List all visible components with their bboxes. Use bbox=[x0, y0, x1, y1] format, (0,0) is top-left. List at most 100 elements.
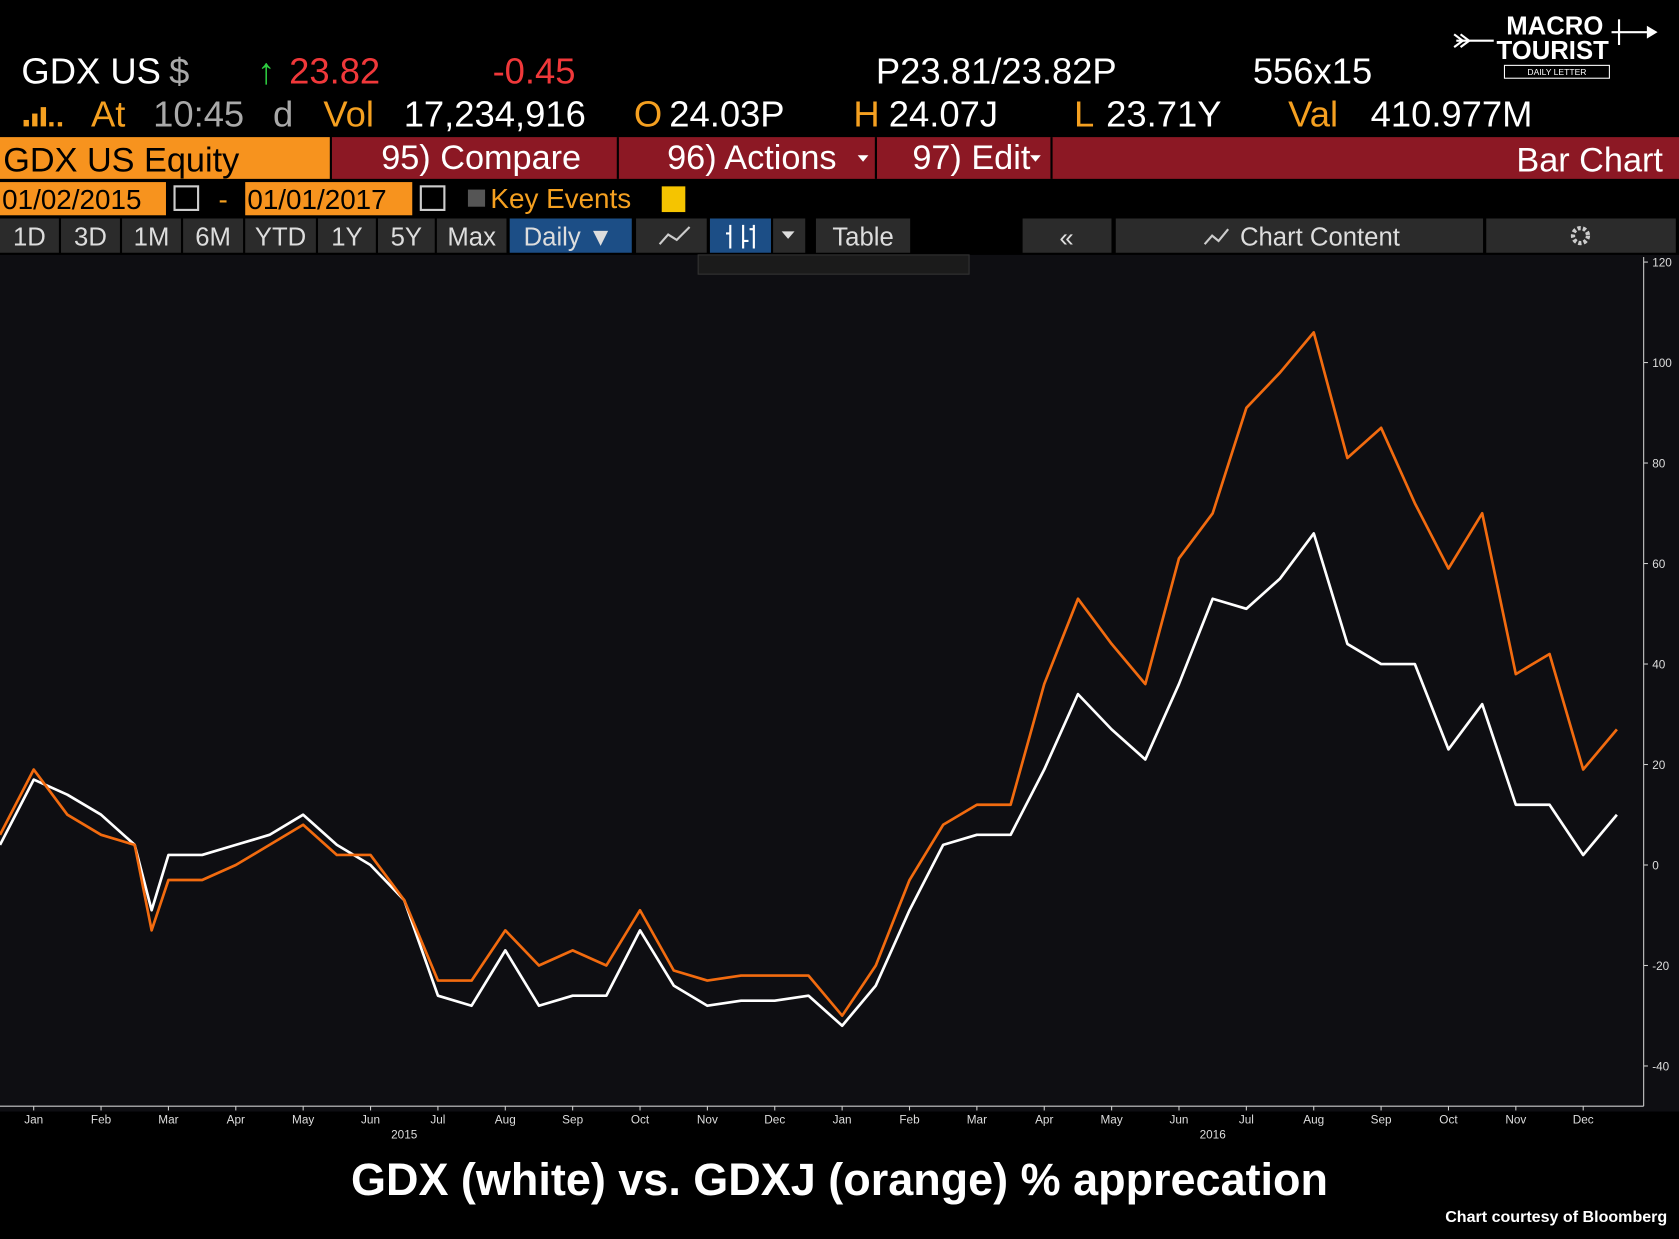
chart-content-button[interactable] bbox=[1115, 218, 1484, 253]
x-tick-label: Apr bbox=[1035, 1113, 1053, 1126]
val-label: Val bbox=[1288, 93, 1338, 134]
y-tick-label: 80 bbox=[1652, 457, 1666, 470]
info-icon[interactable] bbox=[661, 186, 686, 213]
bid-ask-size: 556x15 bbox=[1253, 51, 1372, 92]
x-tick-label: Aug bbox=[495, 1113, 516, 1126]
plot-background bbox=[0, 254, 1679, 1112]
x-tick-label: Sep bbox=[1371, 1113, 1392, 1126]
calendar-icon[interactable] bbox=[173, 185, 200, 211]
start-date[interactable]: 01/02/2015 bbox=[2, 184, 141, 215]
period-button[interactable] bbox=[122, 218, 181, 253]
period[interactable]: 1M bbox=[134, 223, 170, 251]
compare-menu[interactable]: 95) Compare bbox=[381, 139, 581, 177]
view-name: Bar Chart bbox=[1516, 141, 1663, 179]
x-tick-label: Dec bbox=[1573, 1113, 1594, 1126]
open-label: O bbox=[634, 93, 662, 134]
security[interactable]: GDX US Equity bbox=[3, 141, 240, 179]
logo-line-3: DAILY LETTER bbox=[1527, 67, 1586, 77]
x-tick-label: Sep bbox=[562, 1113, 583, 1126]
period[interactable]: 5Y bbox=[391, 223, 422, 251]
time: 10:45 bbox=[153, 93, 244, 134]
logo-line-1: MACRO bbox=[1506, 12, 1603, 40]
open: 24.03P bbox=[669, 93, 784, 134]
frequency-button[interactable] bbox=[509, 218, 632, 253]
high-label: H bbox=[853, 93, 879, 134]
collapse-button[interactable] bbox=[1022, 218, 1112, 253]
period[interactable]: YTD bbox=[255, 223, 306, 251]
x-tick-label: Oct bbox=[1439, 1113, 1458, 1126]
x-tick-label: Apr bbox=[227, 1113, 245, 1126]
x-tick-label: Dec bbox=[764, 1113, 785, 1126]
bid-ask: P23.81/23.82P bbox=[876, 51, 1117, 92]
low-label: L bbox=[1074, 93, 1094, 134]
year-label: 2015 bbox=[391, 1128, 418, 1141]
period[interactable]: 1D bbox=[13, 223, 46, 251]
menu-bar bbox=[331, 137, 1679, 179]
y-tick-label: 120 bbox=[1652, 256, 1672, 269]
period[interactable]: 6M bbox=[195, 223, 231, 251]
chart: -40 -20 0 20 40 60 80 100 120 Jan Feb Mar Apr May Jun J… bbox=[0, 256, 1672, 1141]
logo: MACRO TOURIST DAILY LETTER bbox=[1453, 12, 1658, 79]
x-tick-label: Mar bbox=[158, 1113, 178, 1126]
chart-title: GDX (white) vs. GDXJ (orange) % apprecat… bbox=[351, 1154, 1328, 1205]
security-cell[interactable] bbox=[0, 137, 330, 179]
y-tick-label: 100 bbox=[1652, 357, 1672, 370]
period-button[interactable] bbox=[318, 218, 376, 253]
chart-content[interactable]: Chart Content bbox=[1240, 223, 1400, 251]
x-tick-label: May bbox=[1100, 1113, 1122, 1126]
actions-menu[interactable]: 96) Actions bbox=[667, 139, 836, 177]
period[interactable]: 3D bbox=[74, 223, 107, 251]
key-events-checkbox[interactable] bbox=[467, 189, 486, 207]
end-date[interactable]: 01/01/2017 bbox=[247, 184, 386, 215]
x-tick-label: Jul bbox=[1239, 1113, 1254, 1126]
y-tick-label: 0 bbox=[1652, 859, 1659, 872]
at-label: At bbox=[91, 93, 125, 134]
period[interactable]: Max bbox=[447, 223, 496, 251]
chart-credit: Chart courtesy of Bloomberg bbox=[1445, 1208, 1667, 1226]
start-date-field[interactable] bbox=[0, 182, 166, 216]
period-button[interactable] bbox=[245, 218, 316, 253]
period-button[interactable] bbox=[0, 218, 59, 253]
net-change: -0.45 bbox=[493, 51, 576, 92]
x-tick-label: Jul bbox=[430, 1113, 445, 1126]
period[interactable]: 1Y bbox=[331, 223, 362, 251]
table-button[interactable] bbox=[815, 218, 911, 253]
edit-menu[interactable]: 97) Edit bbox=[912, 139, 1031, 177]
tool-strip bbox=[697, 254, 970, 275]
bar-chart-button[interactable] bbox=[709, 218, 771, 253]
key-events[interactable]: Key Events bbox=[490, 183, 631, 214]
y-tick-label: 20 bbox=[1652, 759, 1666, 772]
collapse[interactable]: « bbox=[1059, 224, 1073, 252]
x-tick-label: Aug bbox=[1303, 1113, 1324, 1126]
y-tick-label: -20 bbox=[1652, 960, 1669, 973]
ticker: GDX US bbox=[21, 51, 161, 92]
low: 23.71Y bbox=[1106, 93, 1221, 134]
x-tick-label: Feb bbox=[899, 1113, 920, 1126]
series-line bbox=[0, 331, 1618, 1018]
time-flag: d bbox=[273, 93, 293, 134]
y-tick-label: 40 bbox=[1652, 658, 1666, 671]
currency: $ bbox=[169, 51, 189, 92]
y-tick-label: 60 bbox=[1652, 558, 1666, 571]
table[interactable]: Table bbox=[832, 223, 893, 251]
period-button[interactable] bbox=[183, 218, 244, 253]
x-tick-label: Feb bbox=[91, 1113, 112, 1126]
high: 24.07J bbox=[889, 93, 998, 134]
x-tick-label: Nov bbox=[697, 1113, 718, 1126]
toolbar: 1D3D1M6MYTD1Y5YMaxTrackAnnotateNewsZoom bbox=[0, 218, 965, 272]
x-tick-label: Jan bbox=[24, 1113, 43, 1126]
volume: 17,234,916 bbox=[404, 93, 586, 134]
logo-line-2: TOURIST bbox=[1497, 37, 1610, 65]
period-button[interactable] bbox=[377, 218, 435, 253]
calendar-icon[interactable] bbox=[419, 185, 446, 211]
x-tick-label: Jun bbox=[361, 1113, 380, 1126]
end-date-field[interactable] bbox=[245, 182, 413, 216]
date-separator: - bbox=[218, 184, 227, 215]
frequency[interactable]: Daily ▼ bbox=[524, 223, 614, 251]
x-tick-label: Oct bbox=[631, 1113, 650, 1126]
settings-button[interactable] bbox=[1486, 218, 1676, 253]
period-button[interactable] bbox=[61, 218, 120, 253]
period-button[interactable] bbox=[436, 218, 507, 253]
volume-icon bbox=[23, 107, 63, 127]
